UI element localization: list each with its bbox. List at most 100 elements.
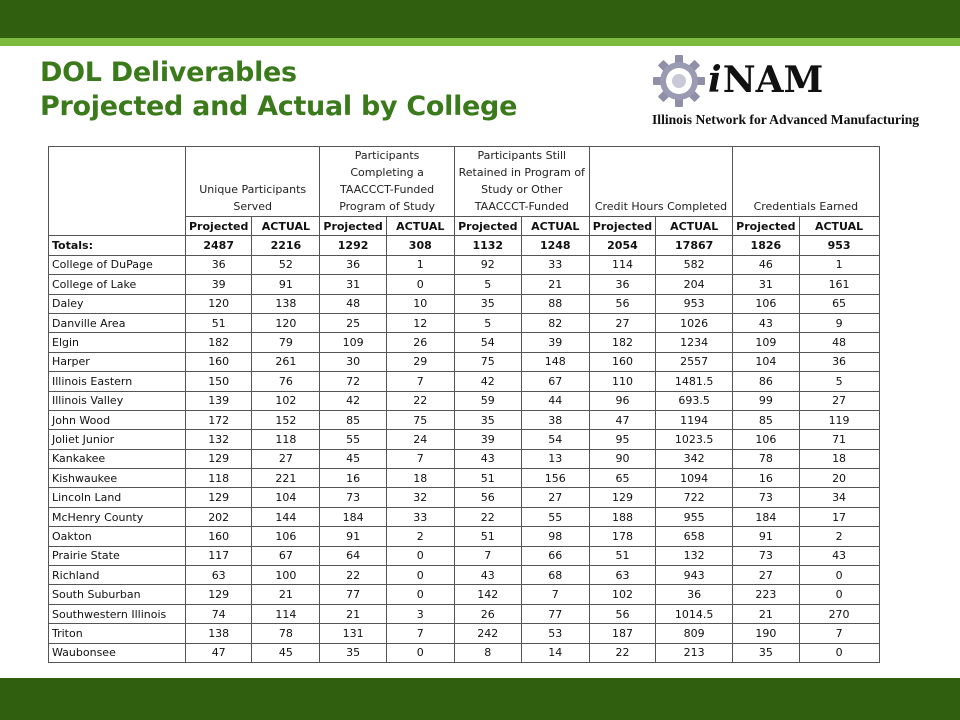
value-cell: 39	[184, 274, 253, 295]
value-cell: 106	[251, 526, 321, 547]
value-cell: 22	[453, 506, 522, 528]
value-cell: 7	[453, 545, 522, 567]
college-name-cell: Elgin	[48, 332, 186, 353]
sub-header-cell: Projected	[184, 215, 253, 237]
value-cell: 30	[319, 351, 387, 373]
value-cell: 144	[251, 506, 321, 528]
value-cell: 78	[251, 623, 321, 644]
college-name-cell: Triton	[48, 623, 186, 644]
value-cell: 131	[319, 623, 387, 644]
value-cell: 150	[184, 371, 253, 392]
value-cell: 36	[588, 274, 657, 295]
value-cell: 114	[588, 254, 657, 276]
value-cell: 221	[251, 468, 321, 489]
value-cell: 21	[319, 603, 387, 625]
value-cell: 55	[520, 506, 590, 528]
value-cell: 63	[588, 565, 657, 586]
value-cell: 160	[588, 351, 657, 373]
value-cell: 223	[732, 584, 800, 605]
value-cell: 114	[251, 603, 321, 625]
value-cell: 24	[385, 429, 455, 450]
value-cell: 33	[385, 506, 455, 528]
totals-value-cell: 308	[385, 235, 455, 256]
value-cell: 56	[453, 487, 522, 508]
value-cell: 132	[184, 429, 253, 450]
title-line-2: Projected and Actual by College	[40, 91, 518, 122]
value-cell: 74	[184, 603, 253, 625]
table-row: South Suburban 129 21 77 0 142 7 102 36 223 0	[48, 584, 880, 605]
value-cell: 5	[798, 371, 880, 392]
value-cell: 943	[655, 565, 734, 586]
value-cell: 129	[588, 487, 657, 508]
value-cell: 86	[732, 371, 800, 392]
value-cell: 693.5	[655, 390, 734, 411]
value-cell: 43	[453, 448, 522, 470]
table-row: Elgin 182 79 109 26 54 39 182 1234 109 48	[48, 332, 880, 353]
value-cell: 27	[251, 448, 321, 470]
value-cell: 35	[732, 642, 800, 663]
table-row: College of Lake 39 91 31 0 5 21 36 204 31 161	[48, 274, 880, 295]
value-cell: 1194	[655, 409, 734, 431]
value-cell: 22	[385, 390, 455, 411]
table-row: John Wood 172 152 85 75 35 38 47 1194 85 119	[48, 409, 880, 431]
value-cell: 55	[319, 429, 387, 450]
sub-header-row: Projected ACTUAL Projected ACTUAL Projected A…	[49, 215, 880, 237]
value-cell: 13	[520, 448, 590, 470]
header-stripe	[0, 38, 960, 46]
value-cell: 109	[732, 332, 800, 353]
value-cell: 42	[453, 371, 522, 392]
value-cell: 53	[520, 623, 590, 644]
value-cell: 1014.5	[655, 603, 734, 625]
value-cell: 51	[453, 468, 522, 489]
sub-header-cell: Projected	[453, 215, 522, 237]
value-cell: 160	[184, 351, 253, 373]
value-cell: 26	[385, 332, 455, 353]
sub-header-cell: ACTUAL	[251, 215, 321, 237]
value-cell: 132	[655, 545, 734, 567]
value-cell: 178	[588, 526, 657, 547]
value-cell: 809	[655, 623, 734, 644]
value-cell: 54	[453, 332, 522, 353]
table-row: Kishwaukee 118 221 16 18 51 156 65 1094 16 20	[48, 468, 880, 489]
group-header: Participants Still Retained in Program o…	[453, 146, 590, 217]
value-cell: 106	[732, 293, 800, 314]
value-cell: 117	[184, 545, 253, 567]
sub-header-cell: Projected	[588, 215, 657, 237]
value-cell: 242	[453, 623, 522, 644]
sub-header-cell: ACTUAL	[385, 215, 455, 237]
value-cell: 190	[732, 623, 800, 644]
value-cell: 7	[798, 623, 880, 644]
value-cell: 66	[520, 545, 590, 567]
value-cell: 44	[520, 390, 590, 411]
table-row: Joliet Junior 132 118 55 24 39 54 95 1023.5 106 71	[48, 429, 880, 450]
value-cell: 27	[588, 312, 657, 334]
value-cell: 187	[588, 623, 657, 644]
value-cell: 27	[798, 390, 880, 411]
value-cell: 119	[798, 409, 880, 431]
value-cell: 46	[732, 254, 800, 276]
value-cell: 59	[453, 390, 522, 411]
value-cell: 138	[251, 293, 321, 314]
value-cell: 0	[798, 565, 880, 586]
college-name-cell: Richland	[48, 565, 186, 586]
value-cell: 64	[319, 545, 387, 567]
value-cell: 22	[319, 565, 387, 586]
value-cell: 118	[251, 429, 321, 450]
value-cell: 42	[319, 390, 387, 411]
table-row: Richland 63 100 22 0 43 68 63 943 27 0	[48, 565, 880, 586]
value-cell: 2	[385, 526, 455, 547]
totals-value-cell: 2487	[184, 235, 253, 256]
value-cell: 182	[588, 332, 657, 353]
value-cell: 95	[588, 429, 657, 450]
value-cell: 270	[798, 603, 880, 625]
sub-header-cell: ACTUAL	[520, 215, 590, 237]
totals-value-cell: 2054	[588, 235, 657, 256]
sub-header-cell: ACTUAL	[798, 215, 880, 237]
value-cell: 10	[385, 293, 455, 314]
value-cell: 21	[732, 603, 800, 625]
value-cell: 20	[798, 468, 880, 489]
value-cell: 72	[319, 371, 387, 392]
totals-value-cell: 17867	[655, 235, 734, 256]
value-cell: 148	[520, 351, 590, 373]
value-cell: 182	[184, 332, 253, 353]
